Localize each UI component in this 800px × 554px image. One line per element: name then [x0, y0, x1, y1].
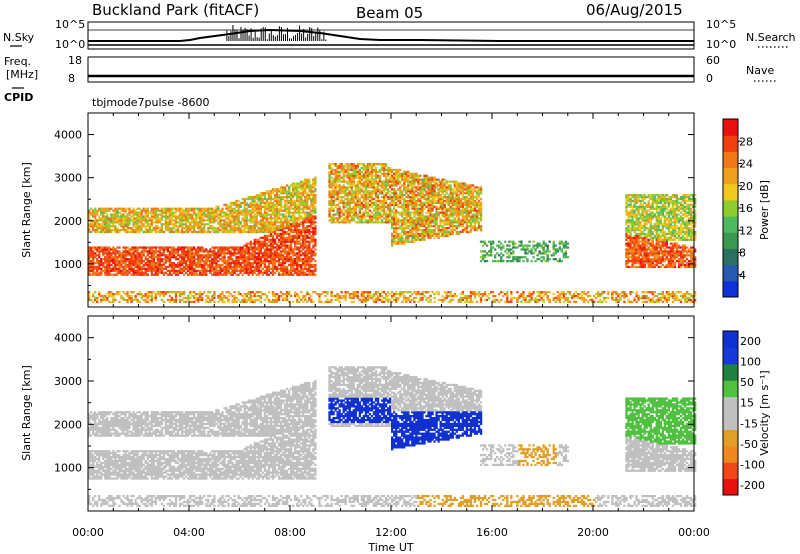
power-colorbar-segment: [723, 264, 738, 282]
velocity-colorbar-tick: 50: [740, 376, 754, 389]
power-colorbar-tick: 24: [739, 158, 753, 171]
velocity-panel: 1000 2000 3000 4000: [54, 315, 697, 512]
x-tick-label: 08:00: [274, 526, 306, 539]
velocity-colorbar-tick: 15: [740, 397, 754, 410]
power-y-ticks: 1000 2000 3000 4000: [54, 112, 694, 286]
nsky-tick-bottom: 10^0: [55, 38, 85, 51]
velocity-colorbar-segment: [723, 331, 738, 348]
velocity-colorbar-label: Velocity [m s⁻¹]: [758, 370, 771, 455]
velocity-colorbar-segment: [723, 462, 738, 480]
nsky-label: N.Sky: [3, 31, 35, 44]
power-colorbar-tick: 8: [739, 247, 746, 260]
power-colorbar-segment: [723, 135, 738, 152]
velocity-colorbar-segment: [723, 347, 738, 365]
y-tick-label: 2000: [54, 215, 82, 228]
velocity-data-cells: [88, 366, 697, 507]
power-data-cells: [88, 163, 697, 303]
power-colorbar-segment: [723, 248, 738, 266]
x-tick-label: 00:00: [678, 526, 710, 539]
y-tick-label: 4000: [54, 129, 82, 142]
nsky-tick-top: 10^5: [55, 18, 85, 31]
power-colorbar-segment: [723, 119, 738, 136]
x-tick-labels: 00:00 04:00 08:00 12:00 16:00 20:00 00:00: [72, 526, 710, 539]
velocity-colorbar-tick: -100: [740, 458, 765, 471]
nsearch-tick-top: 10^5: [706, 18, 736, 31]
nave-label: Nave: [746, 64, 774, 77]
nave-tick-bottom: 0: [706, 72, 713, 85]
cpid-label: CPID: [4, 91, 33, 104]
power-colorbar-tick: 16: [739, 202, 753, 215]
nsearch-label: N.Search: [746, 31, 796, 44]
power-colorbar-segment: [723, 167, 738, 185]
beam-title: Beam 05: [356, 4, 423, 22]
date-title: 06/Aug/2015: [586, 1, 683, 19]
freq-panel: [87, 56, 695, 83]
x-tick-label: 00:00: [72, 526, 104, 539]
y-tick-label: 1000: [54, 258, 82, 271]
power-colorbar: 4 8 12 16 20 24 28: [722, 118, 753, 298]
y-tick-label: 2000: [54, 418, 82, 431]
power-x-ticks: [87, 113, 695, 307]
x-tick-label: 20:00: [577, 526, 609, 539]
freq-label-line2: [MHz]: [6, 68, 38, 81]
nsearch-tick-bottom: 10^0: [706, 38, 736, 51]
velocity-colorbar-tick: -200: [740, 479, 765, 492]
power-colorbar-tick: 20: [739, 180, 753, 193]
power-colorbar-tick: 28: [739, 135, 753, 148]
velocity-colorbar-tick: -50: [740, 438, 758, 451]
x-tick-label: 04:00: [173, 526, 205, 539]
velocity-colorbar-segment: [723, 478, 738, 496]
nsky-spikes: [226, 25, 327, 41]
site-title: Buckland Park (fitACF): [92, 1, 259, 19]
power-colorbar-segment: [723, 151, 738, 169]
power-ylabel: Slant Range [km]: [20, 162, 33, 258]
velocity-colorbar-segment: [723, 445, 738, 463]
power-panel: 1000 2000 3000 4000: [54, 112, 697, 308]
power-colorbar-segment: [723, 216, 738, 233]
power-colorbar-segment: [723, 232, 738, 249]
nsky-trace: [88, 28, 694, 42]
x-axis-label: Time UT: [367, 541, 413, 554]
y-tick-label: 4000: [54, 332, 82, 345]
y-tick-label: 3000: [54, 172, 82, 185]
velocity-colorbar-segment: [723, 380, 738, 398]
freq-tick-bottom: 8: [68, 72, 75, 85]
velocity-colorbar-tick: 200: [740, 335, 761, 348]
velocity-colorbar-segment: [723, 363, 738, 381]
velocity-colorbar-segment: [723, 413, 738, 430]
velocity-colorbar-segment: [723, 429, 738, 447]
velocity-colorbar-tick: -15: [740, 417, 758, 430]
power-colorbar-segment: [723, 280, 738, 298]
velocity-x-ticks: [87, 316, 695, 511]
freq-label-line1: Freq.: [4, 55, 31, 68]
velocity-colorbar: 200 100 50 15 -15 -50 -100 -200: [722, 330, 765, 496]
power-colorbar-tick: 4: [739, 269, 746, 282]
velocity-ylabel: Slant Range [km]: [20, 365, 33, 461]
x-tick-label: 12:00: [375, 526, 407, 539]
power-colorbar-segment: [723, 199, 738, 217]
y-tick-label: 1000: [54, 462, 82, 475]
freq-tick-top: 18: [68, 54, 82, 67]
nsky-panel: [87, 21, 695, 50]
x-tick-label: 16:00: [476, 526, 508, 539]
nave-tick-top: 60: [706, 54, 720, 67]
velocity-colorbar-tick: 100: [740, 356, 761, 369]
power-colorbar-segment: [723, 183, 738, 201]
y-tick-label: 3000: [54, 375, 82, 388]
velocity-colorbar-segment: [723, 396, 738, 414]
power-colorbar-label: Power [dB]: [758, 180, 771, 240]
cpid-value: tbjmode7pulse -8600: [92, 96, 210, 109]
power-colorbar-tick: 12: [739, 224, 753, 237]
